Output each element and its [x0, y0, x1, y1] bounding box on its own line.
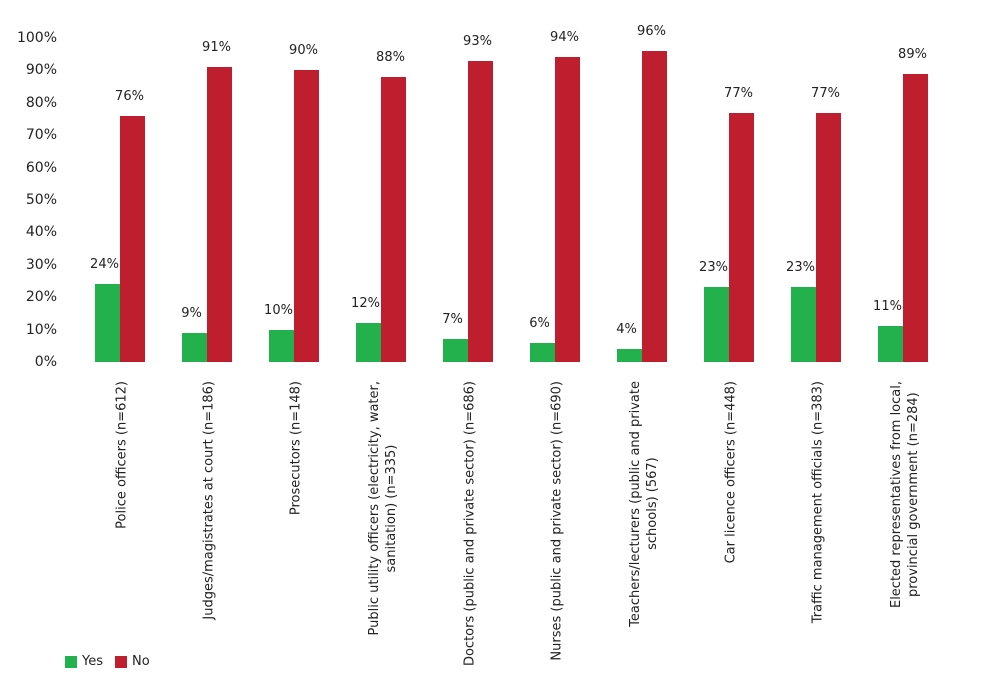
data-label-no: 88% — [376, 49, 405, 65]
bar-yes — [878, 326, 903, 362]
bar-no — [468, 60, 493, 362]
category-label: Police officers (n=612) — [114, 381, 131, 529]
category-label-line: provincial government (n=284) — [906, 392, 921, 597]
category-label: Prosecutors (n=148) — [288, 381, 305, 515]
category-label-line: Teachers/lecturers (public and private — [628, 381, 643, 627]
bar-no — [294, 70, 319, 362]
legend-item-no: No — [115, 654, 150, 669]
data-label-yes: 7% — [442, 312, 463, 328]
legend-item-yes: Yes — [65, 654, 103, 669]
legend-swatch-no — [115, 655, 127, 668]
data-label-yes: 12% — [351, 296, 380, 312]
bar-yes — [704, 287, 729, 362]
category-label-line: Judges/magistrates at court (n=186) — [201, 381, 217, 620]
category-label-line: Public utility officers (electricity, wa… — [367, 381, 382, 636]
data-label-yes: 11% — [873, 299, 902, 315]
data-label-yes: 4% — [616, 322, 637, 338]
bar-no — [816, 112, 841, 362]
legend-swatch-yes — [65, 655, 77, 668]
y-tick-label: 70% — [25, 127, 57, 144]
data-label-yes: 6% — [529, 315, 550, 331]
data-label-no: 77% — [724, 85, 753, 101]
bar-no — [120, 115, 145, 362]
category-label-line: Doctors (public and private sector) (n=6… — [462, 381, 478, 667]
data-label-no: 89% — [898, 46, 927, 62]
y-tick-label: 30% — [25, 256, 57, 273]
data-label-yes: 23% — [699, 260, 728, 276]
bar-yes — [95, 284, 120, 362]
y-tick-label: 50% — [25, 192, 57, 208]
category-label-line: sanitation) (n=335) — [384, 444, 399, 573]
bar-no — [642, 50, 667, 362]
bar-no — [555, 57, 580, 362]
category-label: Elected representatives from local, provi… — [888, 381, 922, 608]
bar-yes — [356, 323, 381, 362]
bar-no — [729, 112, 754, 362]
category-label-line: Traffic management officials (n=383) — [810, 381, 826, 624]
y-tick-label: 100% — [16, 30, 57, 46]
legend-label-yes: Yes — [82, 654, 103, 669]
data-label-no: 91% — [202, 40, 231, 56]
category-label: Doctors (public and private sector) (n=6… — [462, 381, 479, 666]
category-label: Teachers/lecturers (public and private sc… — [627, 381, 661, 627]
data-label-yes: 24% — [90, 257, 119, 273]
bar-yes — [182, 332, 207, 362]
category-label: Car licence officers (n=448) — [723, 381, 740, 563]
data-label-yes: 9% — [181, 305, 202, 321]
y-tick-label: 80% — [25, 94, 57, 111]
data-label-no: 96% — [637, 23, 666, 39]
legend-label-no: No — [132, 654, 150, 669]
bar-yes — [530, 342, 555, 362]
category-label-line: Elected representatives from local, — [889, 381, 904, 609]
y-tick-label: 40% — [25, 224, 57, 241]
data-label-no: 93% — [463, 33, 492, 49]
category-label-line: Car licence officers (n=448) — [723, 381, 739, 564]
legend: Yes No — [65, 654, 162, 669]
y-tick-label: 60% — [25, 159, 57, 176]
category-label-line: Police officers (n=612) — [114, 381, 130, 529]
bar-yes — [791, 287, 816, 362]
category-label: Judges/magistrates at court (n=186) — [201, 381, 218, 620]
category-label-line: Prosecutors (n=148) — [288, 381, 304, 516]
y-tick-label: 20% — [25, 289, 57, 306]
category-label: Public utility officers (electricity, wa… — [366, 381, 400, 635]
category-label: Nurses (public and private sector) (n=69… — [549, 381, 566, 661]
data-label-no: 90% — [289, 43, 318, 59]
category-label: Traffic management officials (n=383) — [810, 381, 827, 623]
bar-no — [207, 67, 232, 362]
y-tick-label: 10% — [25, 321, 57, 338]
bar-yes — [269, 329, 294, 362]
y-tick-label: 0% — [34, 354, 57, 370]
bar-yes — [443, 339, 468, 362]
bar-no — [381, 76, 406, 362]
category-label-line: Nurses (public and private sector) (n=69… — [549, 381, 565, 661]
data-label-yes: 23% — [786, 260, 815, 276]
bar-yes — [617, 349, 642, 362]
y-tick-label: 90% — [25, 62, 57, 79]
data-label-no: 94% — [550, 30, 579, 46]
category-label-line: schools) (567) — [645, 457, 660, 551]
data-label-no: 77% — [811, 85, 840, 101]
data-label-no: 76% — [115, 88, 144, 104]
data-label-yes: 10% — [264, 302, 293, 318]
bar-no — [903, 73, 928, 362]
